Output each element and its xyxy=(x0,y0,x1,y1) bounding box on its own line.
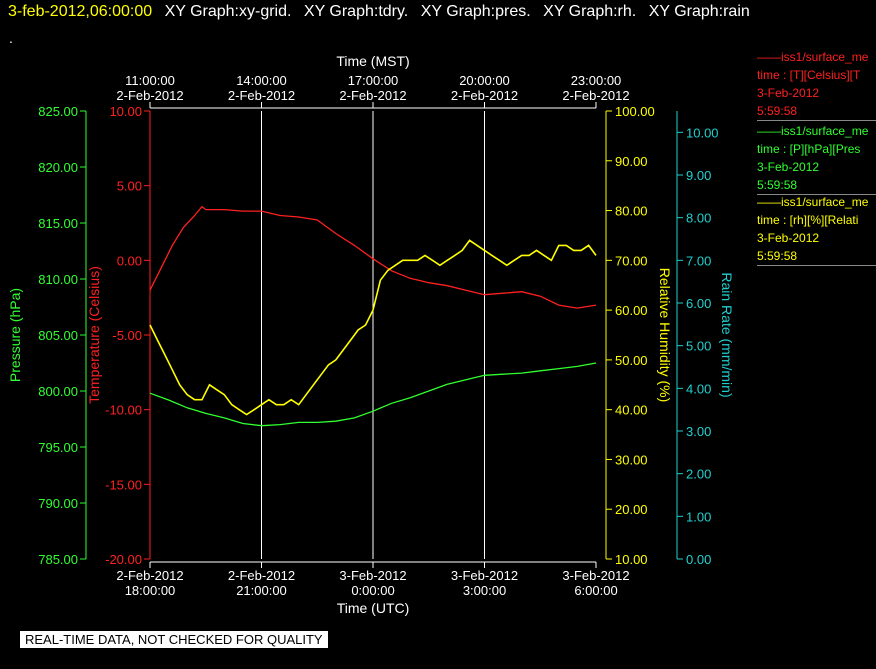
series-temperature-line xyxy=(149,205,597,309)
temperature-axis-label: Temperature (Celsius) xyxy=(86,266,102,404)
top-tick-time-2: 17:00:00 xyxy=(348,73,399,88)
rh-tick-label-0: 10.00 xyxy=(615,552,648,567)
title-item-rh[interactable]: XY Graph:rh. xyxy=(543,3,637,20)
series-pressure-line xyxy=(149,362,597,427)
rain-tick-label-6: 6.00 xyxy=(686,296,711,311)
quality-notice: REAL-TIME DATA, NOT CHECKED FOR QUALITY xyxy=(20,631,328,648)
rain-tick-label-5: 5.00 xyxy=(686,339,711,354)
series-rh-line xyxy=(149,239,597,416)
rh-tick-label-1: 20.00 xyxy=(615,502,648,517)
pressure-tick-label-5: 810.00 xyxy=(38,272,78,287)
title-bar: 3-feb-2012,06:00:00 XY Graph:xy-grid. XY… xyxy=(8,3,750,21)
pressure-tick-label-3: 800.00 xyxy=(38,384,78,399)
rain-tick-label-8: 8.00 xyxy=(686,211,711,226)
top-tick-time-1: 14:00:00 xyxy=(236,73,287,88)
legend-rh-field: time : [rh][%][Relati xyxy=(757,213,859,227)
bottom-tick-time-1: 21:00:00 xyxy=(236,583,287,598)
pressure-tick-label-8: 825.00 xyxy=(38,104,78,119)
title-dot: . xyxy=(9,30,13,46)
rh-tick-label-7: 80.00 xyxy=(615,204,648,219)
pressure-axis-label: Pressure (hPa) xyxy=(7,288,23,382)
rain-tick-label-4: 4.00 xyxy=(686,381,711,396)
title-item-pres[interactable]: XY Graph:pres. xyxy=(420,3,531,20)
rain-tick-label-9: 9.00 xyxy=(686,168,711,183)
legend-rh[interactable]: ——iss1/surface_me time : [rh][%][Relati … xyxy=(757,193,876,266)
legend-pressure-time: 5:59:58 xyxy=(757,176,876,195)
bottom-tick-time-2: 0:00:00 xyxy=(351,583,394,598)
pressure-tick-label-1: 790.00 xyxy=(38,496,78,511)
legend-temperature-time: 5:59:58 xyxy=(757,102,876,121)
rain-tick-label-2: 2.00 xyxy=(686,467,711,482)
pressure-tick-label-0: 785.00 xyxy=(38,552,78,567)
legend-rh-source: ——iss1/surface_me xyxy=(757,195,869,209)
top-tick-date-2: 2-Feb-2012 xyxy=(339,88,406,103)
top-tick-date-0: 2-Feb-2012 xyxy=(116,88,183,103)
rain-tick-label-3: 3.00 xyxy=(686,424,711,439)
temperature-tick-label-1: -15.00 xyxy=(105,477,142,492)
legend-temperature[interactable]: ——iss1/surface_me time : [T][Celsius][T … xyxy=(757,48,876,121)
top-tick-time-0: 11:00:00 xyxy=(125,73,175,88)
legend-pressure-field: time : [P][hPa][Pres xyxy=(757,142,861,156)
legend-temperature-source: ——iss1/surface_me xyxy=(757,50,869,64)
rain-tick-label-1: 1.00 xyxy=(686,509,711,524)
rain-axis-label: Rain Rate (mm/min) xyxy=(719,272,735,397)
pressure-tick-label-4: 805.00 xyxy=(38,328,78,343)
top-axis-label: Time (MST) xyxy=(336,53,409,69)
rh-tick-label-9: 100.00 xyxy=(615,104,655,119)
rh-tick-label-6: 70.00 xyxy=(615,253,648,268)
top-tick-date-3: 2-Feb-2012 xyxy=(451,88,518,103)
rain-tick-label-7: 7.00 xyxy=(686,253,711,268)
top-tick-date-1: 2-Feb-2012 xyxy=(228,88,295,103)
rh-tick-label-8: 90.00 xyxy=(615,154,648,169)
rh-axis-label: Relative Humidity (%) xyxy=(657,268,673,403)
title-item-rain[interactable]: XY Graph:rain xyxy=(648,3,750,20)
top-tick-date-4: 2-Feb-2012 xyxy=(562,88,629,103)
temperature-tick-label-2: -10.00 xyxy=(105,403,142,418)
pressure-tick-label-6: 815.00 xyxy=(38,216,78,231)
rain-tick-label-10: 10.00 xyxy=(686,125,719,140)
bottom-tick-time-4: 6:00:00 xyxy=(574,583,617,598)
top-tick-time-3: 20:00:00 xyxy=(459,73,510,88)
pressure-tick-label-7: 820.00 xyxy=(38,160,78,175)
bottom-tick-date-0: 2-Feb-2012 xyxy=(116,568,183,583)
legend-pressure-date: 3-Feb-2012 xyxy=(757,160,820,174)
temperature-tick-label-5: 5.00 xyxy=(117,179,142,194)
legend-rh-time: 5:59:58 xyxy=(757,247,876,266)
bottom-tick-date-2: 3-Feb-2012 xyxy=(339,568,406,583)
title-item-xy-grid[interactable]: XY Graph:xy-grid. xyxy=(164,3,292,20)
bottom-tick-date-3: 3-Feb-2012 xyxy=(451,568,518,583)
bottom-tick-time-0: 18:00:00 xyxy=(125,583,176,598)
legend-pressure-source: ——iss1/surface_me xyxy=(757,124,869,138)
rain-tick-label-0: 0.00 xyxy=(686,552,711,567)
title-timestamp: 3-feb-2012,06:00:00 xyxy=(8,3,153,20)
title-item-tdry[interactable]: XY Graph:tdry. xyxy=(303,3,409,20)
legend-temperature-field: time : [T][Celsius][T xyxy=(757,68,861,82)
temperature-tick-label-0: -20.00 xyxy=(105,552,142,567)
pressure-tick-label-2: 795.00 xyxy=(38,440,78,455)
top-tick-time-4: 23:00:00 xyxy=(571,73,622,88)
temperature-tick-label-4: 0.00 xyxy=(117,253,142,268)
legend-rh-date: 3-Feb-2012 xyxy=(757,231,820,245)
rh-tick-label-3: 40.00 xyxy=(615,403,648,418)
rh-tick-label-4: 50.00 xyxy=(615,353,648,368)
bottom-tick-date-1: 2-Feb-2012 xyxy=(228,568,295,583)
legend-pressure[interactable]: ——iss1/surface_me time : [P][hPa][Pres 3… xyxy=(757,122,876,195)
bottom-axis-label: Time (UTC) xyxy=(337,600,410,616)
bottom-tick-time-3: 3:00:00 xyxy=(463,583,506,598)
bottom-tick-date-4: 3-Feb-2012 xyxy=(562,568,629,583)
rh-tick-label-2: 30.00 xyxy=(615,452,648,467)
temperature-tick-label-3: -5.00 xyxy=(112,328,142,343)
rh-tick-label-5: 60.00 xyxy=(615,303,648,318)
temperature-tick-label-6: 10.00 xyxy=(109,104,142,119)
legend-temperature-date: 3-Feb-2012 xyxy=(757,86,820,100)
